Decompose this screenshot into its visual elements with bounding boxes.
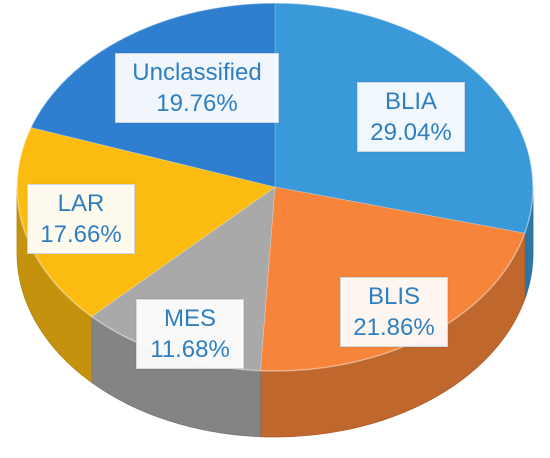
slice-label-blis: BLIS 21.86% xyxy=(340,277,448,347)
slice-label-blis-name: BLIS xyxy=(367,283,421,310)
slice-label-unclassified-name: Unclassified xyxy=(132,59,262,86)
slice-label-mes-value: 11.68% xyxy=(150,336,230,363)
slice-label-blis-value: 21.86% xyxy=(353,314,435,341)
pie-slice-lar xyxy=(16,127,276,317)
slice-label-blia-value: 29.04% xyxy=(370,119,452,146)
slice-label-lar: LAR 17.66% xyxy=(27,184,135,254)
slice-label-mes-name: MES xyxy=(163,305,216,332)
slice-label-blia-name: BLIA xyxy=(384,88,438,115)
slice-label-lar-name: LAR xyxy=(57,190,105,217)
slice-label-lar-value: 17.66% xyxy=(40,221,122,248)
slice-label-unclassified-value: 19.76% xyxy=(156,90,238,117)
slice-label-mes: MES 11.68% xyxy=(136,299,244,369)
slice-label-blia: BLIA 29.04% xyxy=(357,82,465,152)
slice-label-unclassified: Unclassified 19.76% xyxy=(115,53,279,123)
